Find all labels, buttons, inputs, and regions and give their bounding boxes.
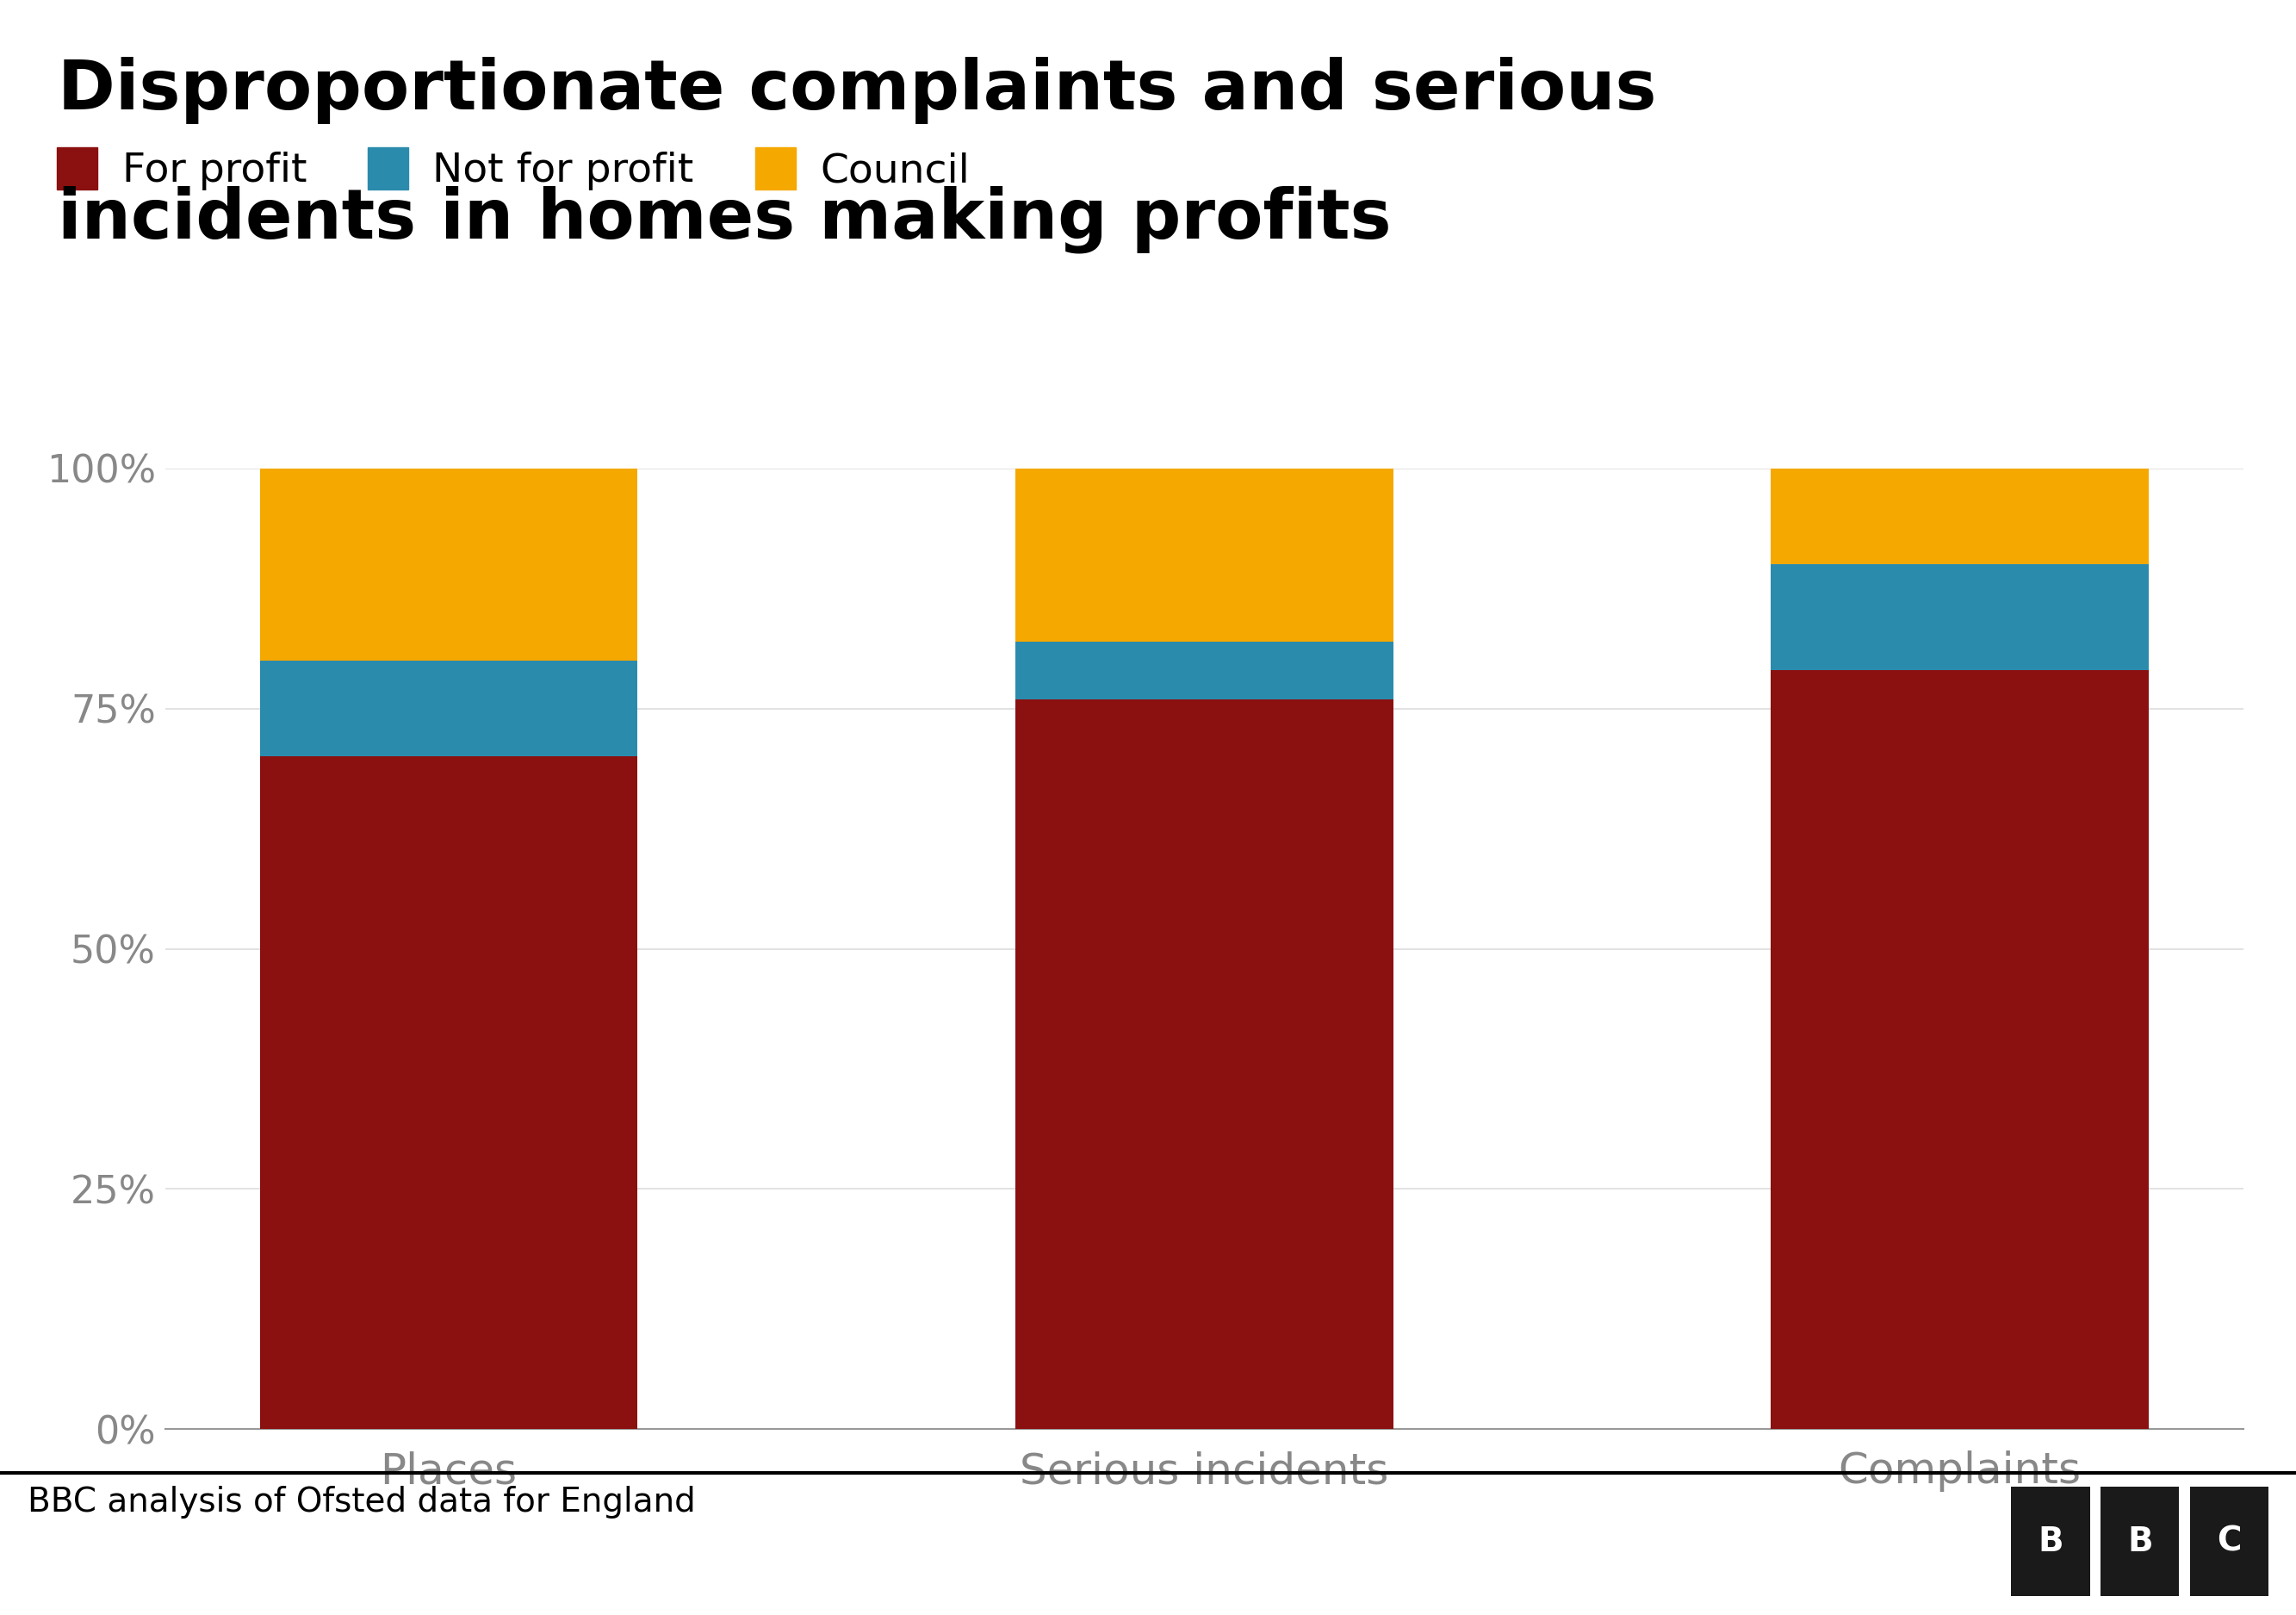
Text: B: B xyxy=(2126,1525,2154,1558)
Text: Disproportionate complaints and serious: Disproportionate complaints and serious xyxy=(57,57,1655,124)
Bar xyxy=(1015,641,1394,699)
Bar xyxy=(1770,670,2149,1429)
Text: incidents in homes making profits: incidents in homes making profits xyxy=(57,186,1391,254)
FancyBboxPatch shape xyxy=(2101,1487,2179,1596)
Bar xyxy=(1770,468,2149,564)
Text: B: B xyxy=(2039,1525,2064,1558)
FancyBboxPatch shape xyxy=(2011,1487,2089,1596)
Text: BBC analysis of Ofsted data for England: BBC analysis of Ofsted data for England xyxy=(28,1486,696,1518)
Bar xyxy=(259,468,638,661)
Bar xyxy=(1015,468,1394,641)
Text: C: C xyxy=(2218,1525,2241,1558)
Bar xyxy=(1770,564,2149,670)
Bar xyxy=(259,661,638,756)
Bar xyxy=(1015,699,1394,1429)
FancyBboxPatch shape xyxy=(2190,1487,2268,1596)
Bar xyxy=(259,756,638,1429)
Legend: For profit, Not for profit, Council: For profit, Not for profit, Council xyxy=(57,147,969,191)
